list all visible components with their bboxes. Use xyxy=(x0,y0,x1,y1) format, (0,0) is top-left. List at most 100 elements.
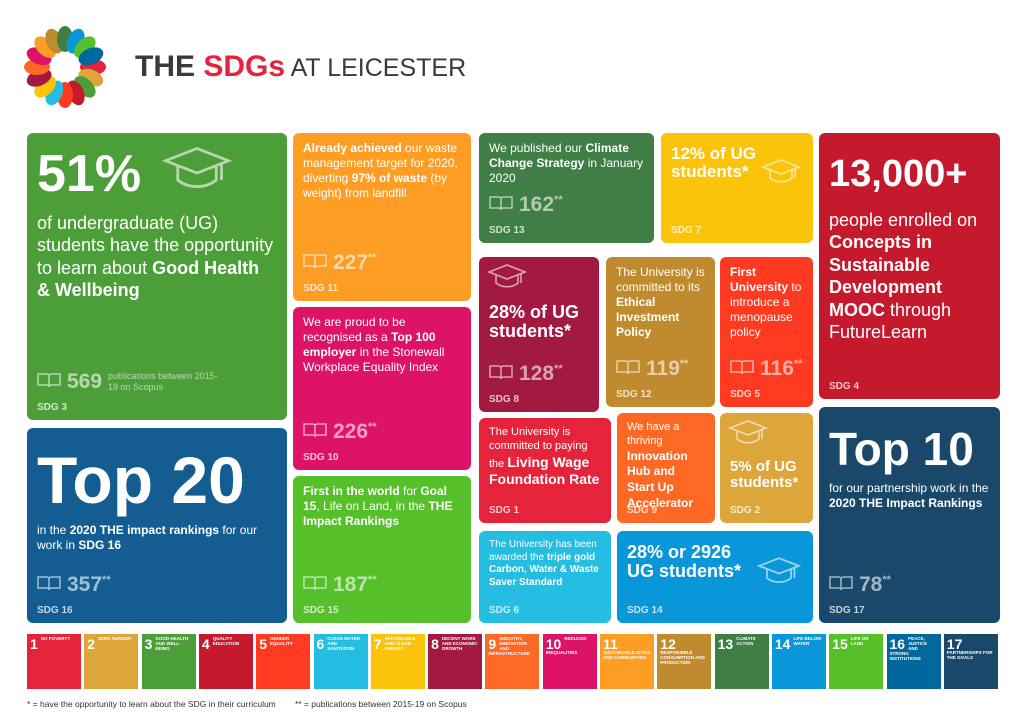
stat-tile: The University is committed to paying th… xyxy=(479,418,611,523)
text-run: We are proud to be recognised as a xyxy=(303,315,406,344)
publications: 569 publications between 2015-19 on Scopu… xyxy=(37,370,218,394)
goal-name: CLIMATE ACTION xyxy=(736,636,756,646)
sdg-label: SDG 8 xyxy=(489,394,520,405)
book-icon xyxy=(303,573,327,597)
title-part: THE xyxy=(135,50,204,83)
goal-tile: 9 INDUSTRY, INNOVATION AND INFRASTRUCTURE xyxy=(485,634,540,689)
book-icon xyxy=(489,193,513,217)
goal-name: NO POVERTY xyxy=(40,636,71,641)
logo xyxy=(24,26,106,108)
text-run: Living Wage Foundation Rate xyxy=(489,453,600,488)
text-run: of undergraduate (UG) students have the … xyxy=(37,212,274,278)
goal-name: RESPONSIBLE CONSUMPTION AND PRODUCTION xyxy=(660,650,705,665)
title-part: SDGs xyxy=(203,50,286,83)
text-run: for xyxy=(399,484,421,498)
text-run: Goal 15 xyxy=(303,484,448,513)
goal-name: QUALITY EDUCATION xyxy=(212,636,240,646)
text-run: people enrolled on xyxy=(829,209,978,230)
goal-tile: 8 DECENT WORK AND ECONOMIC GROWTH xyxy=(428,634,483,689)
goal-tile: 16 PEACE, JUSTICE AND STRONG INSTITUTIONS xyxy=(886,634,941,689)
goal-name: LIFE ON LAND xyxy=(850,636,869,646)
text-run: The University is committed to its xyxy=(616,265,705,294)
title-part: AT LEICESTER xyxy=(285,54,467,82)
goal-tile: 5 GENDER EQUALITY xyxy=(256,634,311,689)
publication-count: 569 xyxy=(67,370,103,393)
publication-count: 357** xyxy=(67,573,111,596)
stat-tile: 28% of UG students* 128** SDG 8 xyxy=(479,257,599,412)
goal-number: 13 xyxy=(717,636,734,652)
cap-icon xyxy=(757,557,801,583)
sdg-label: SDG 10 xyxy=(303,452,339,463)
goal-name: SUSTAINABLE CITIES AND COMMUNITIES xyxy=(603,650,651,660)
description: in the 2020 THE impact rankings for our … xyxy=(37,523,277,553)
footnote-mark: ** xyxy=(882,574,891,586)
book-icon xyxy=(303,251,327,275)
footnote-mark: ** xyxy=(368,421,377,433)
text-run: for our partnership work in the xyxy=(829,481,989,496)
goal-tile: 4 QUALITY EDUCATION xyxy=(198,634,253,689)
stat-tile: We published our Climate Change Strategy… xyxy=(479,133,654,243)
goal-name: LIFE BELOW WATER xyxy=(793,636,822,646)
description: The University has been awarded the trip… xyxy=(489,539,601,589)
text-run: First in the world xyxy=(303,484,400,498)
stat-tile: 5% of UG students* SDG 2 xyxy=(720,413,813,523)
publications: 162** xyxy=(489,193,563,217)
publication-count: 128** xyxy=(519,362,563,385)
footnote: * = have the opportunity to learn about … xyxy=(27,699,276,709)
goal-name: AFFORDABLE AND CLEAN ENERGY xyxy=(384,636,416,651)
goal-tile: 12 RESPONSIBLE CONSUMPTION AND PRODUCTION xyxy=(657,634,712,689)
goal-number: 11 xyxy=(603,636,618,652)
goal-tile: 17 PARTNERSHIPS FOR THE GOALS xyxy=(943,634,998,689)
sdg-label: SDG 5 xyxy=(730,389,761,400)
stat-tile: Top 20 in the 2020 THE impact rankings fo… xyxy=(27,428,287,623)
headline: 5% of UG students* xyxy=(730,458,799,491)
sdg-label: SDG 11 xyxy=(303,283,339,294)
text-run: THE Impact Rankings xyxy=(303,499,453,528)
stat-tile: The University is committed to its Ethic… xyxy=(606,257,715,407)
page-title: THE SDGs AT LEICESTER xyxy=(135,50,466,84)
goal-tile: 7 AFFORDABLE AND CLEAN ENERGY xyxy=(370,634,425,689)
stat-tile: First in the world for Goal 15, Life on … xyxy=(293,476,471,623)
text-run: our waste management target for 2020, di… xyxy=(303,141,458,185)
description: people enrolled on Concepts in Sustainab… xyxy=(829,209,990,344)
publications: 119** xyxy=(616,357,688,381)
book-icon xyxy=(730,357,754,381)
cap-icon xyxy=(487,264,527,288)
description: Already achieved our waste management ta… xyxy=(303,141,461,201)
publications: 128** xyxy=(489,362,563,386)
text-run: Already achieved xyxy=(303,141,402,155)
description: First University to introduce a menopaus… xyxy=(730,265,803,340)
goal-number: 3 xyxy=(144,636,153,652)
headline: Top 20 xyxy=(37,443,245,517)
sdg-label: SDG 1 xyxy=(489,505,520,516)
footnote-mark: ** xyxy=(554,194,563,206)
text-run: for our work in xyxy=(37,523,258,553)
goal-number: 17 xyxy=(946,636,963,652)
goal-number: 7 xyxy=(373,636,382,652)
goal-tile: 1 NO POVERTY xyxy=(27,634,81,689)
footnote-mark: ** xyxy=(368,252,377,264)
goal-name: DECENT WORK AND ECONOMIC GROWTH xyxy=(441,636,478,651)
sdg-label: SDG 4 xyxy=(829,381,860,392)
text-run: through FutureLearn xyxy=(829,299,952,343)
book-icon xyxy=(616,357,640,381)
text-run: in the Stonewall Workplace Equality Inde… xyxy=(303,345,445,374)
text-run: , Life on Land, in the xyxy=(316,499,429,513)
footnote-mark: ** xyxy=(679,358,689,370)
book-icon xyxy=(489,362,513,386)
description: The University is committed to paying th… xyxy=(489,426,601,489)
stat-tile: The University has been awarded the trip… xyxy=(479,531,611,623)
text-run: SDG 16 xyxy=(78,538,122,553)
sdg-label: SDG 14 xyxy=(627,605,663,616)
stat-tile: Top 10 for our partnership work in the 20… xyxy=(819,407,1000,623)
text-run: We have a thriving xyxy=(627,421,680,447)
publications: 78** xyxy=(829,573,891,597)
stat-tile: 51% of undergraduate (UG) students have t… xyxy=(27,133,287,420)
stat-tile: 13,000+ people enrolled on Concepts in Su… xyxy=(819,133,1000,399)
text-run: We published our xyxy=(489,141,586,155)
publication-count: 119** xyxy=(646,357,689,380)
sdg-label: SDG 16 xyxy=(37,605,73,616)
description: for our partnership work in the 2020 THE… xyxy=(829,481,990,511)
publication-count: 187** xyxy=(333,573,377,596)
